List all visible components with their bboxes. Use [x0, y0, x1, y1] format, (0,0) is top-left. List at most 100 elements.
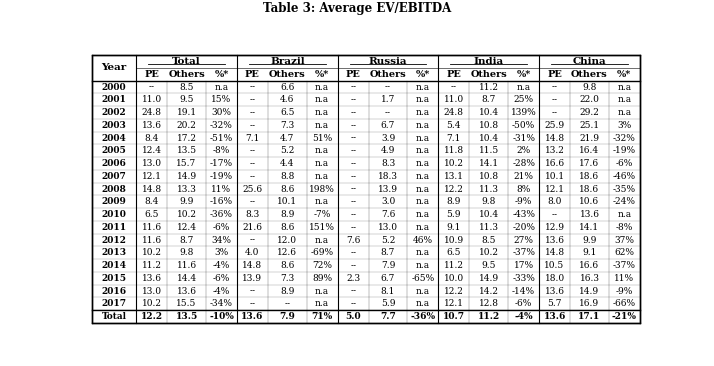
Text: n.a: n.a [315, 299, 329, 308]
Text: 10.0: 10.0 [444, 274, 464, 283]
Text: --: -- [552, 95, 558, 104]
Text: 8.8: 8.8 [280, 172, 294, 181]
Text: 9.9: 9.9 [583, 236, 597, 244]
Text: 4.9: 4.9 [381, 146, 396, 155]
Text: %*: %* [516, 70, 531, 79]
Text: 62%: 62% [614, 248, 634, 257]
Text: --: -- [350, 108, 356, 117]
Text: 25.6: 25.6 [242, 184, 263, 194]
Text: 11.3: 11.3 [479, 223, 499, 232]
Text: n.a: n.a [416, 83, 430, 92]
Text: --: -- [249, 197, 256, 206]
Text: n.a: n.a [315, 159, 329, 168]
Text: 11.6: 11.6 [141, 236, 161, 244]
Text: n.a: n.a [315, 83, 329, 92]
Text: 12.6: 12.6 [277, 248, 297, 257]
Text: --: -- [451, 83, 457, 92]
Text: 27%: 27% [513, 236, 533, 244]
Text: -37%: -37% [613, 261, 636, 270]
Text: 2003: 2003 [101, 121, 126, 130]
Text: 7.1: 7.1 [245, 134, 260, 143]
Text: 13.3: 13.3 [176, 184, 196, 194]
Text: --: -- [350, 197, 356, 206]
Text: -7%: -7% [313, 210, 331, 219]
Text: Table 3: Average EV/EBITDA: Table 3: Average EV/EBITDA [263, 2, 451, 15]
Text: Russia: Russia [368, 57, 407, 66]
Text: --: -- [249, 83, 256, 92]
Text: 13.9: 13.9 [378, 184, 398, 194]
Text: 71%: 71% [311, 312, 333, 321]
Text: 6.7: 6.7 [381, 121, 396, 130]
Text: 14.9: 14.9 [478, 274, 499, 283]
Text: 8.3: 8.3 [381, 159, 395, 168]
Text: 6.6: 6.6 [280, 83, 294, 92]
Text: --: -- [350, 287, 356, 296]
Text: n.a: n.a [517, 83, 531, 92]
Text: --: -- [350, 121, 356, 130]
Text: 5.2: 5.2 [280, 146, 294, 155]
Text: 13.0: 13.0 [141, 287, 161, 296]
Text: 2008: 2008 [101, 184, 126, 194]
Text: 2001: 2001 [101, 95, 126, 104]
Text: -20%: -20% [512, 223, 536, 232]
Text: -4%: -4% [213, 287, 230, 296]
Text: 25%: 25% [513, 95, 533, 104]
Text: -36%: -36% [210, 210, 233, 219]
Text: 12.2: 12.2 [444, 287, 464, 296]
Text: --: -- [284, 299, 291, 308]
Text: -43%: -43% [512, 210, 536, 219]
Text: 3%: 3% [617, 121, 631, 130]
Text: n.a: n.a [315, 236, 329, 244]
Text: 13.0: 13.0 [141, 159, 161, 168]
Text: 15.7: 15.7 [176, 159, 196, 168]
Text: 5.2: 5.2 [381, 236, 396, 244]
Text: -6%: -6% [213, 223, 230, 232]
Text: --: -- [249, 287, 256, 296]
Text: n.a: n.a [416, 299, 430, 308]
Text: 18.6: 18.6 [579, 184, 600, 194]
Text: 8.5: 8.5 [481, 236, 496, 244]
Text: -17%: -17% [210, 159, 233, 168]
Text: 12.2: 12.2 [444, 184, 464, 194]
Text: n.a: n.a [315, 146, 329, 155]
Text: 11.2: 11.2 [479, 83, 499, 92]
Text: 2%: 2% [516, 146, 531, 155]
Text: 8.9: 8.9 [280, 210, 294, 219]
Text: 7.7: 7.7 [380, 312, 396, 321]
Text: 89%: 89% [312, 274, 332, 283]
Text: PE: PE [446, 70, 461, 79]
Text: n.a: n.a [214, 83, 228, 92]
Text: -19%: -19% [613, 146, 636, 155]
Text: 10.7: 10.7 [443, 312, 465, 321]
Text: -6%: -6% [615, 159, 633, 168]
Text: 24.8: 24.8 [444, 108, 464, 117]
Text: -35%: -35% [613, 184, 636, 194]
Text: 3%: 3% [214, 248, 228, 257]
Text: India: India [473, 57, 504, 66]
Text: n.a: n.a [618, 108, 631, 117]
Text: -31%: -31% [512, 134, 536, 143]
Text: 11.6: 11.6 [176, 261, 196, 270]
Text: --: -- [350, 223, 356, 232]
Text: -4%: -4% [514, 312, 533, 321]
Text: 1.7: 1.7 [381, 95, 396, 104]
Text: --: -- [350, 134, 356, 143]
Text: 2014: 2014 [101, 261, 126, 270]
Text: 21%: 21% [513, 172, 533, 181]
Text: %*: %* [416, 70, 430, 79]
Text: -8%: -8% [213, 146, 230, 155]
Text: Others: Others [571, 70, 608, 79]
Text: 18.3: 18.3 [378, 172, 398, 181]
Text: 17.2: 17.2 [176, 134, 196, 143]
Text: PE: PE [346, 70, 361, 79]
Text: n.a: n.a [416, 134, 430, 143]
Text: Others: Others [169, 70, 205, 79]
Text: n.a: n.a [416, 146, 430, 155]
Text: 10.1: 10.1 [545, 172, 565, 181]
Text: 13.6: 13.6 [141, 121, 161, 130]
Text: 15%: 15% [211, 95, 231, 104]
Text: -10%: -10% [209, 312, 234, 321]
Text: 14.9: 14.9 [176, 172, 196, 181]
Text: 7.3: 7.3 [280, 121, 294, 130]
Text: 17.6: 17.6 [579, 159, 600, 168]
